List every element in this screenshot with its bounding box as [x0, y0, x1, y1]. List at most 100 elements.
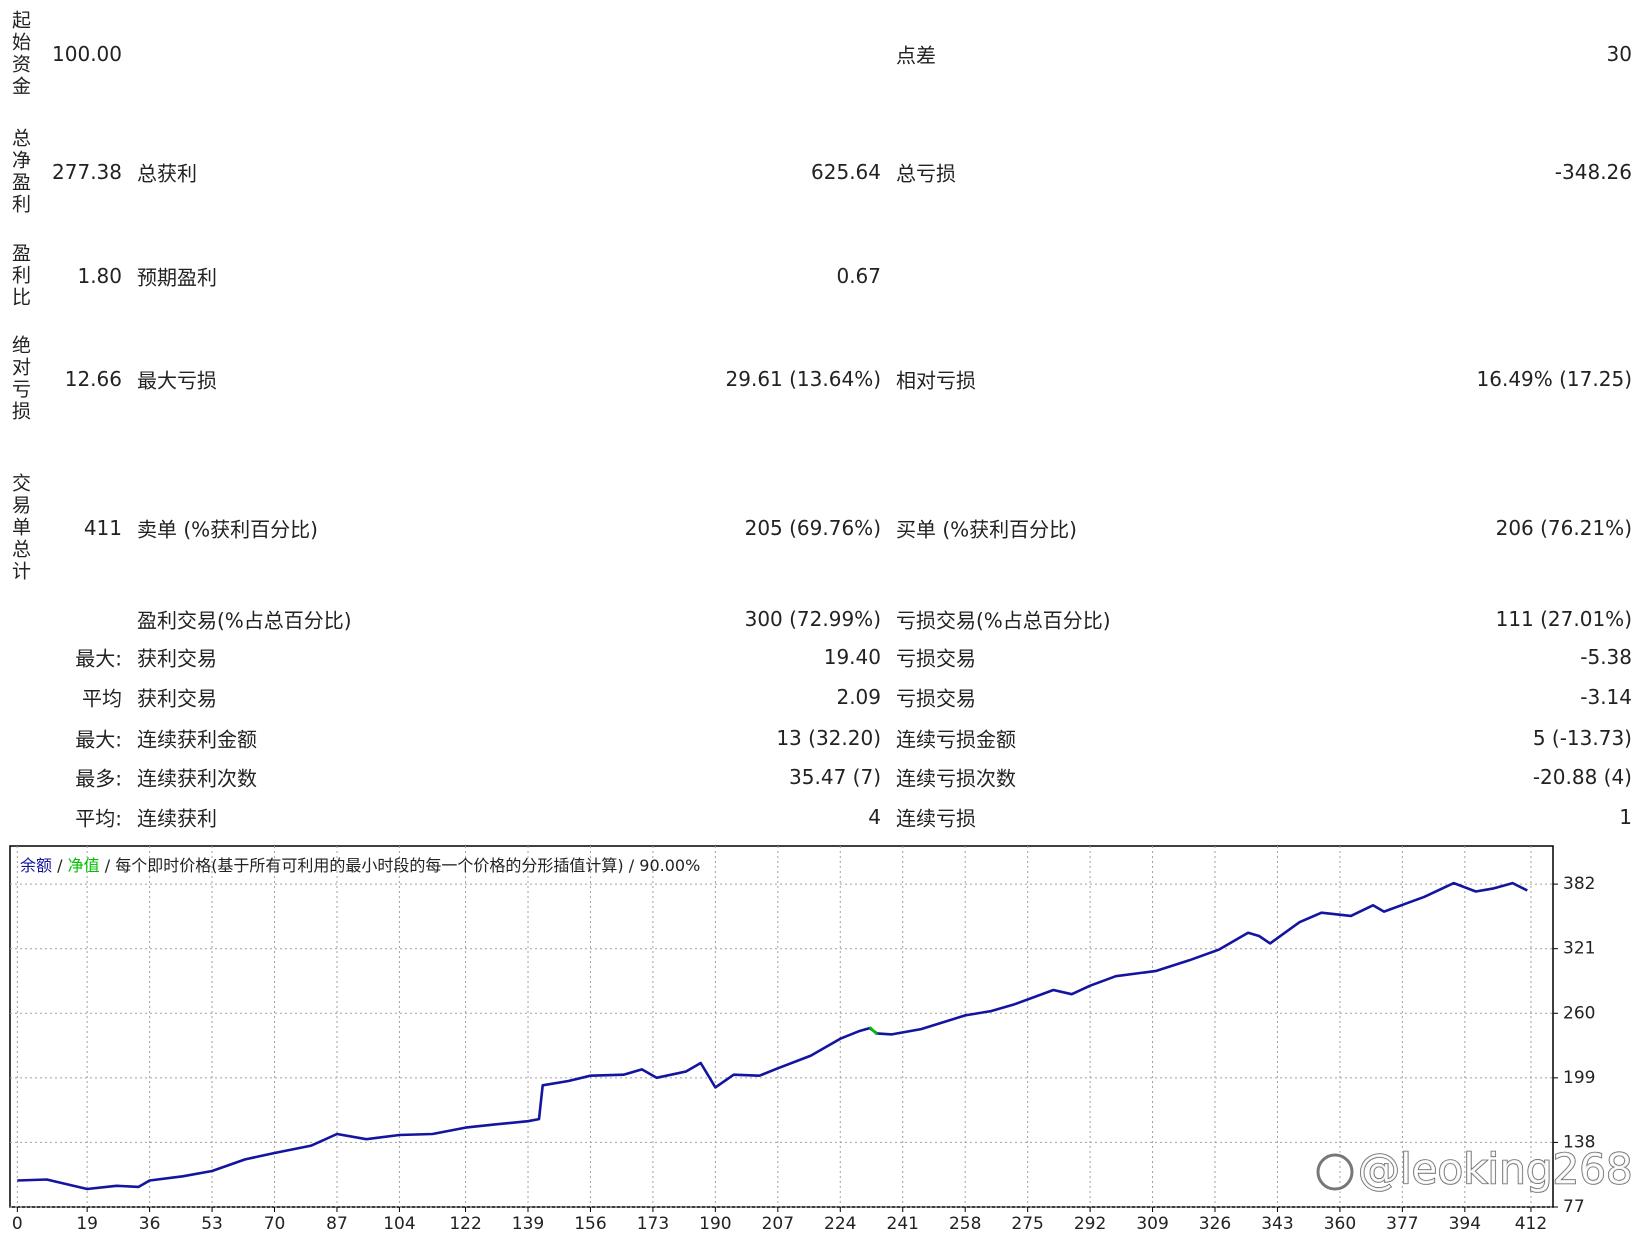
series-line	[868, 1026, 878, 1036]
row-value: 411	[83, 516, 122, 540]
legend-quality: 90.00%	[639, 856, 701, 875]
row-value: 35.47 (7)	[789, 765, 881, 789]
row-label: 亏损交易(%占总百分比)	[896, 608, 1111, 633]
x-tick-label: 53	[201, 1214, 223, 1234]
row-label: 获利交易	[137, 646, 217, 671]
x-tick-label: 292	[1074, 1214, 1106, 1234]
x-tick-label: 326	[1199, 1214, 1231, 1234]
row-value: 0.67	[836, 264, 881, 288]
x-tick-label: 190	[699, 1214, 731, 1234]
row-label: 亏损交易	[896, 686, 976, 711]
row-label: 交易单总计	[9, 473, 31, 583]
legend-separator: /	[104, 856, 111, 875]
x-tick-label: 122	[449, 1214, 481, 1234]
row-label: 连续获利	[137, 806, 217, 831]
x-tick-label: 87	[326, 1214, 348, 1234]
row-label: 买单 (%获利百分比)	[896, 517, 1077, 542]
x-tick-label: 412	[1515, 1214, 1547, 1234]
watermark-logo	[1316, 1153, 1354, 1191]
row-value: -20.88 (4)	[1532, 765, 1632, 789]
legend: 余额 / 净值 / 每个即时价格(基于所有可利用的最小时段的每一个价格的分形插值…	[20, 852, 700, 876]
x-tick-label: 360	[1324, 1214, 1356, 1234]
row-value: -348.26	[1554, 160, 1632, 184]
x-tick-label: 275	[1011, 1214, 1043, 1234]
y-tick-label: 321	[1563, 939, 1595, 959]
row-label: 总亏损	[896, 161, 956, 186]
x-tick-label: 207	[762, 1214, 794, 1234]
x-tick-label: 343	[1261, 1214, 1293, 1234]
row-value: 1.80	[77, 264, 122, 288]
x-tick-label: 139	[512, 1214, 544, 1234]
row-label: 最大:	[75, 646, 122, 671]
plot-frame	[9, 845, 1554, 1208]
x-tick-label: 309	[1136, 1214, 1168, 1234]
row-label: 获利交易	[137, 686, 217, 711]
x-tick-label: 377	[1386, 1214, 1418, 1234]
y-tick-label: 199	[1563, 1068, 1595, 1088]
row-label: 连续获利金额	[137, 727, 257, 752]
row-label: 相对亏损	[896, 368, 976, 393]
watermark: @leoking268	[1358, 1145, 1633, 1194]
row-value: 300 (72.99%)	[744, 607, 881, 631]
row-label: 连续亏损金额	[896, 727, 1016, 752]
row-label: 总获利	[137, 161, 197, 186]
row-label: 盈利比	[9, 243, 31, 309]
y-tick-label: 77	[1563, 1197, 1585, 1217]
row-label: 最大亏损	[137, 368, 217, 393]
row-label: 点差	[896, 43, 936, 68]
legend-separator: /	[628, 856, 635, 875]
row-value: 100.00	[52, 42, 122, 66]
x-tick-label: 241	[887, 1214, 919, 1234]
row-value: 111 (27.01%)	[1495, 607, 1632, 631]
row-label: 最多:	[75, 766, 122, 791]
y-tick-label: 382	[1563, 874, 1595, 894]
row-value: 12.66	[64, 367, 122, 391]
x-tick-label: 104	[383, 1214, 415, 1234]
row-value: 4	[868, 805, 881, 829]
row-value: 19.40	[823, 645, 881, 669]
legend-mode: 每个即时价格(基于所有可利用的最小时段的每一个价格的分形插值计算)	[115, 856, 624, 875]
row-label: 预期盈利	[137, 265, 217, 290]
row-value: 625.64	[811, 160, 881, 184]
row-value: 13 (32.20)	[776, 726, 881, 750]
row-label: 连续亏损次数	[896, 766, 1016, 791]
row-value: 277.38	[52, 160, 122, 184]
row-label: 连续获利次数	[137, 766, 257, 791]
legend-entry: 净值	[67, 856, 100, 875]
row-value: 16.49% (17.25)	[1476, 367, 1632, 391]
legend-entry: 余额	[20, 856, 53, 875]
legend-separator: /	[57, 856, 63, 875]
row-value: 5 (-13.73)	[1532, 726, 1632, 750]
x-tick-label: 224	[824, 1214, 856, 1234]
row-value: -3.14	[1580, 685, 1632, 709]
row-label: 平均	[82, 686, 122, 711]
row-value: -5.38	[1580, 645, 1632, 669]
row-label: 绝对亏损	[9, 335, 31, 423]
row-label: 卖单 (%获利百分比)	[137, 517, 318, 542]
row-value: 30	[1606, 42, 1632, 66]
y-tick-label: 138	[1563, 1132, 1595, 1152]
row-label: 亏损交易	[896, 646, 976, 671]
x-tick-label: 19	[76, 1214, 98, 1234]
x-tick-label: 258	[949, 1214, 981, 1234]
x-tick-label: 394	[1449, 1214, 1481, 1234]
y-tick-label: 260	[1563, 1003, 1595, 1023]
x-tick-label: 156	[574, 1214, 606, 1234]
row-label: 盈利交易(%占总百分比)	[137, 608, 352, 633]
row-label: 起始资金	[9, 10, 31, 98]
row-value: 1	[1619, 805, 1632, 829]
x-tick-label: 70	[264, 1214, 286, 1234]
x-tick-label: 0	[12, 1214, 23, 1234]
x-tick-label: 173	[637, 1214, 669, 1234]
series-line	[17, 881, 1528, 1191]
row-value: 205 (69.76%)	[744, 516, 881, 540]
row-value: 2.09	[836, 685, 881, 709]
row-value: 29.61 (13.64%)	[725, 367, 881, 391]
row-value: 206 (76.21%)	[1495, 516, 1632, 540]
row-label: 最大:	[75, 727, 122, 752]
row-label: 连续亏损	[896, 806, 976, 831]
row-label: 总净盈利	[9, 128, 31, 216]
row-label: 平均:	[75, 806, 122, 831]
